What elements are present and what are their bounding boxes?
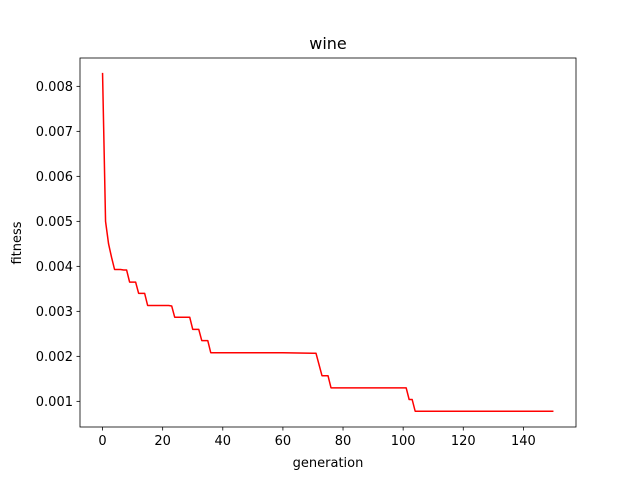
y-tick-label: 0.002 — [36, 350, 73, 365]
y-tick-label: 0.004 — [36, 260, 73, 275]
y-tick-label: 0.006 — [36, 170, 73, 185]
y-tick-label: 0.008 — [36, 80, 73, 95]
x-axis-label: generation — [293, 456, 364, 471]
y-tick-label: 0.005 — [36, 215, 73, 230]
y-tick-label: 0.003 — [36, 305, 73, 320]
plot-frame — [79, 57, 577, 428]
y-axis-label: fitness — [10, 221, 25, 264]
x-tick-label: 0 — [98, 434, 106, 449]
plot-area: 0 20 40 60 80 100 120 140 0.001 0.002 0.003 0.004 0.… — [36, 57, 577, 449]
chart-title: wine — [309, 34, 347, 53]
x-tick-label: 60 — [275, 434, 292, 449]
y-tick-label: 0.007 — [36, 125, 73, 140]
series-line-0 — [101, 72, 554, 412]
x-tick-label: 40 — [215, 434, 232, 449]
x-tick-label: 20 — [154, 434, 171, 449]
x-tick-label: 80 — [335, 434, 352, 449]
x-tick-label: 140 — [511, 434, 536, 449]
x-tick-label: 120 — [451, 434, 476, 449]
y-tick-label: 0.001 — [36, 395, 73, 410]
x-tick-label: 100 — [391, 434, 416, 449]
